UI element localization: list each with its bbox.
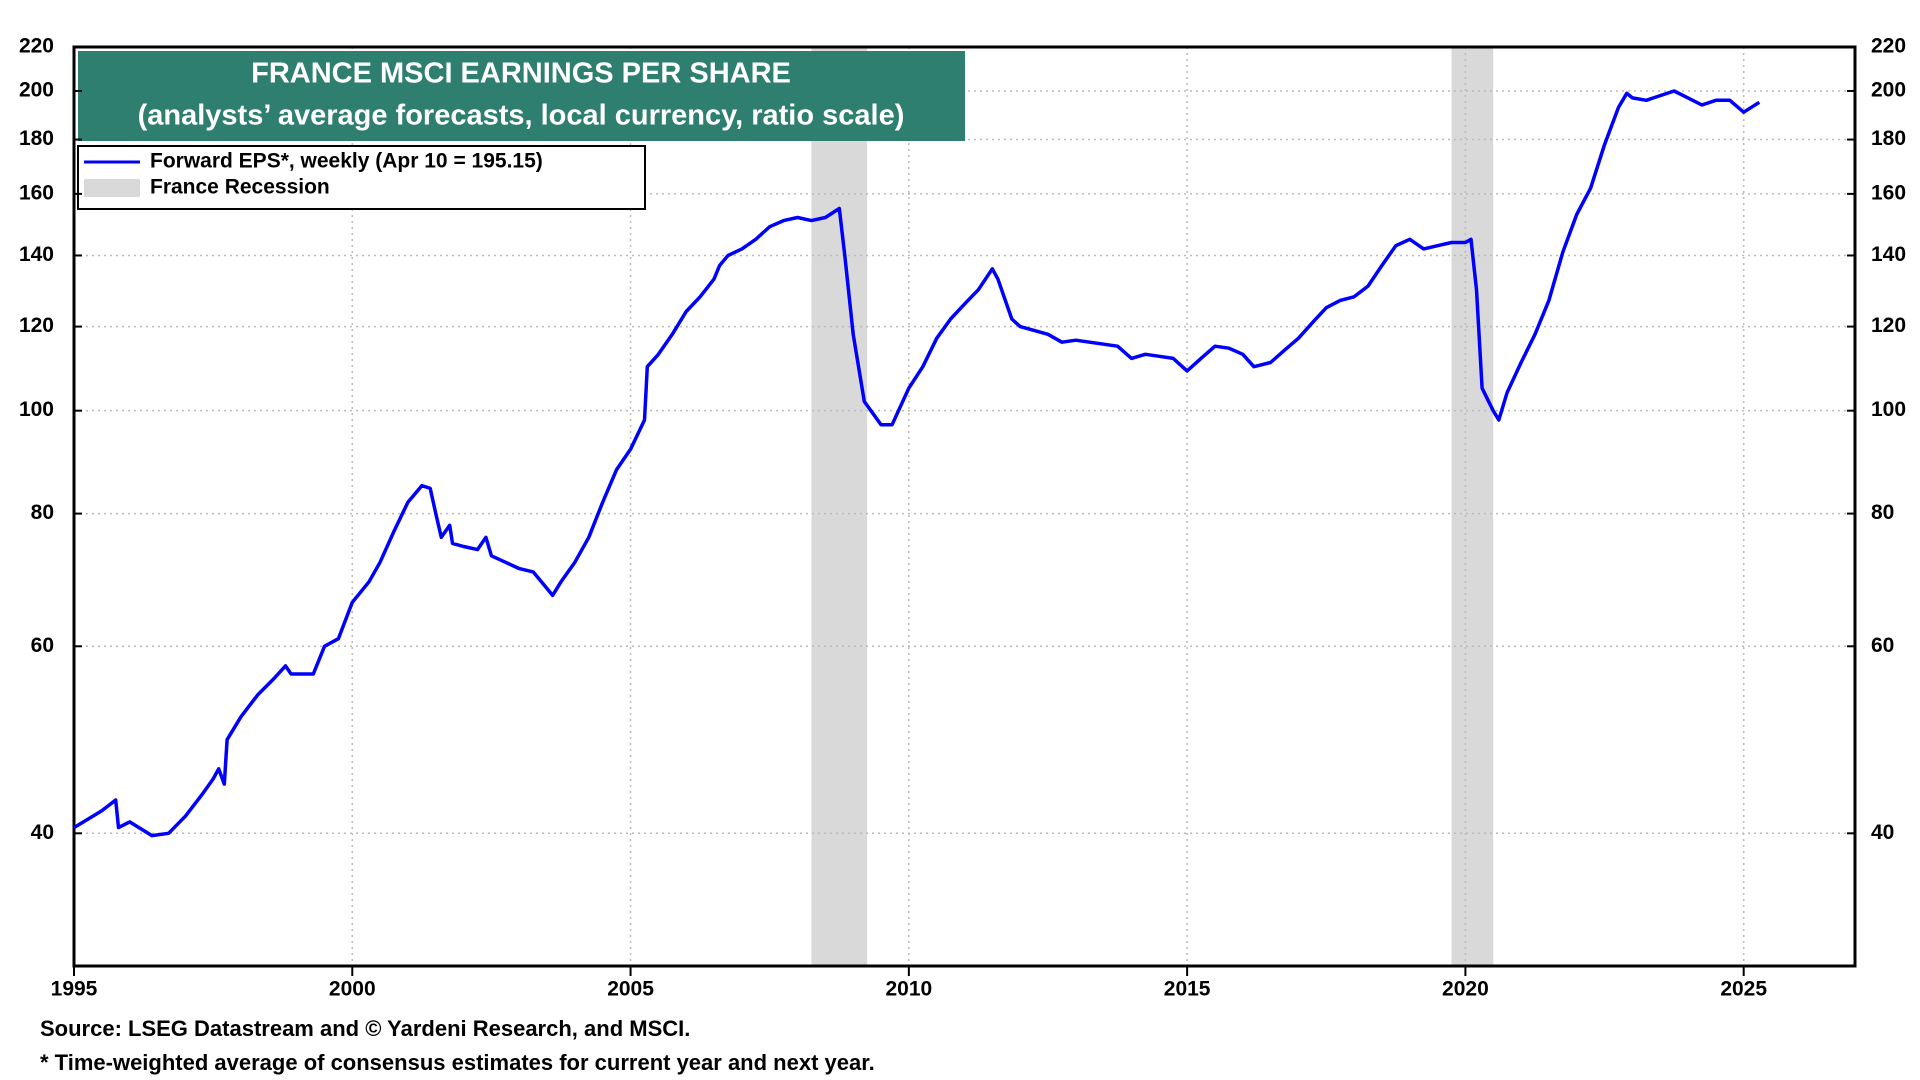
y2-tick-label: 180 bbox=[1871, 127, 1906, 150]
x-tick-label: 2015 bbox=[1164, 978, 1211, 1001]
x-tick-label: 2000 bbox=[329, 978, 376, 1001]
y2-tick-label: 220 bbox=[1871, 35, 1906, 58]
chart-title: FRANCE MSCI EARNINGS PER SHARE bbox=[251, 58, 791, 90]
legend-label: Forward EPS*, weekly (Apr 10 = 195.15) bbox=[150, 150, 543, 173]
title-box bbox=[78, 51, 965, 141]
y2-tick-label: 80 bbox=[1871, 501, 1894, 524]
x-tick-label: 2005 bbox=[607, 978, 654, 1001]
y2-tick-label: 200 bbox=[1871, 79, 1906, 102]
y-tick-label: 100 bbox=[19, 398, 54, 421]
y-tick-label: 40 bbox=[31, 821, 54, 844]
y2-tick-label: 160 bbox=[1871, 181, 1906, 204]
series-line bbox=[73, 89, 1761, 838]
legend bbox=[77, 145, 646, 210]
x-tick-label: 2010 bbox=[885, 978, 932, 1001]
plot-under bbox=[73, 46, 1855, 966]
x-tick-label: 2020 bbox=[1442, 978, 1489, 1001]
x-tick-label: 1995 bbox=[51, 978, 98, 1001]
y-tick-label: 120 bbox=[19, 314, 54, 337]
plot-frame bbox=[72, 45, 1857, 968]
recession-band bbox=[1451, 47, 1494, 966]
y-tick-label: 60 bbox=[31, 634, 54, 657]
y-tick-label: 140 bbox=[19, 243, 54, 266]
legend-label: France Recession bbox=[150, 176, 330, 199]
source: Source: LSEG Datastream and © Yardeni Re… bbox=[40, 1016, 690, 1041]
y2-tick-label: 140 bbox=[1871, 243, 1906, 266]
y-tick-label: 220 bbox=[19, 35, 54, 58]
y-tick-label: 160 bbox=[19, 181, 54, 204]
y2-tick-label: 40 bbox=[1871, 821, 1894, 844]
y-tick-label: 180 bbox=[19, 127, 54, 150]
y2-tick-label: 120 bbox=[1871, 314, 1906, 337]
recession-band bbox=[811, 47, 868, 966]
y2-tick-label: 60 bbox=[1871, 634, 1894, 657]
footnote: * Time-weighted average of consensus est… bbox=[40, 1050, 875, 1075]
chart-subtitle: (analysts’ average forecasts, local curr… bbox=[138, 100, 905, 132]
y-tick-label: 200 bbox=[19, 79, 54, 102]
legend-swatch bbox=[84, 179, 140, 197]
y-tick-label: 80 bbox=[31, 501, 54, 524]
y2-tick-label: 100 bbox=[1871, 398, 1906, 421]
x-tick-label: 2025 bbox=[1720, 978, 1767, 1001]
